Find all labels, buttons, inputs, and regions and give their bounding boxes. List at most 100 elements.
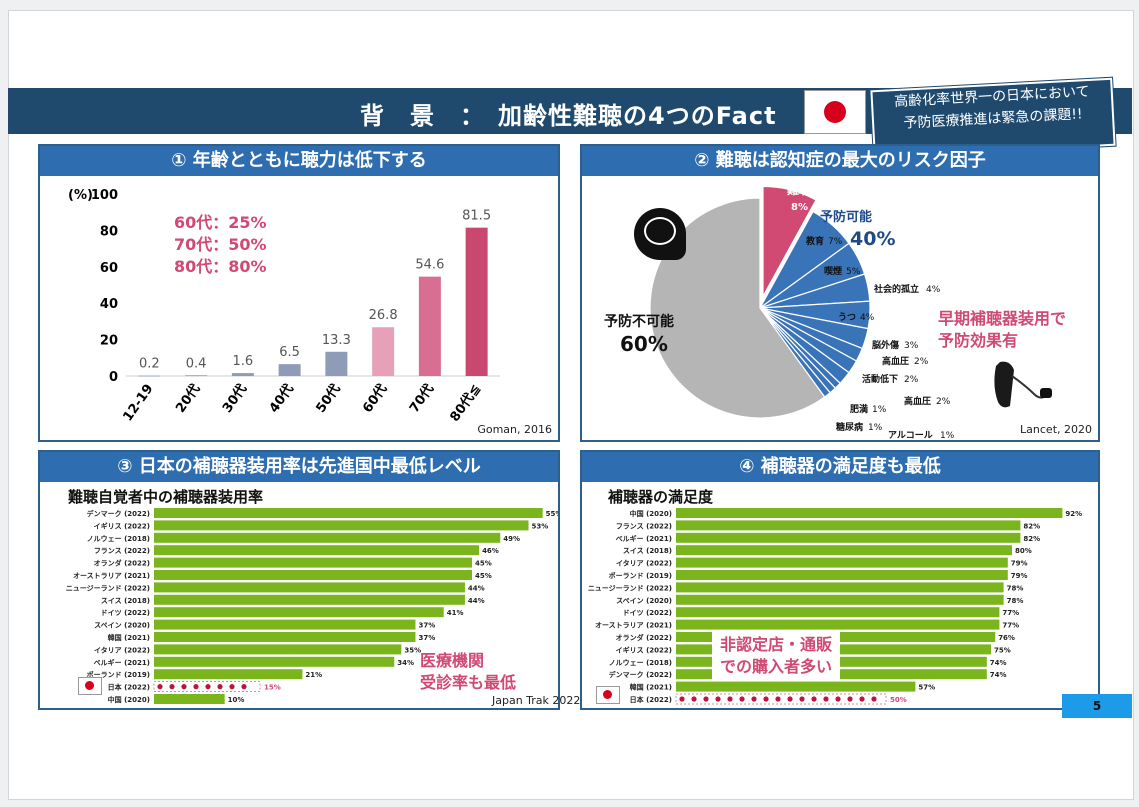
hbar-bar: [676, 619, 1000, 630]
age-bar: [278, 364, 301, 376]
hbar-bar: [676, 520, 1021, 531]
hbar-bar: [154, 508, 543, 518]
hbar-category-label: ニュージーランド (2022): [66, 584, 150, 592]
pie-slice-pct: 4%: [860, 313, 875, 323]
hbar-bar: [676, 532, 1021, 543]
y-tick-label: 60: [100, 261, 118, 276]
age-bar: [465, 227, 488, 376]
hbar-value-label: 37%: [418, 622, 435, 630]
hbar-value-label: 92%: [1065, 510, 1082, 518]
y-axis-label: (%): [68, 188, 93, 203]
pie-slice-label: 高血圧: [904, 395, 931, 407]
hbar-bar: [154, 520, 529, 531]
y-tick-label: 80: [100, 224, 118, 239]
hbar-category-label: スイス (2018): [101, 597, 150, 605]
pie-slice-label: 教育: [805, 235, 824, 247]
hbar-bar: [154, 545, 480, 556]
age-bar-chart: (%) 0 20 40 60 80 100 0.2 12-19 0.4 20代 1.6 30代 6.5 40…: [68, 188, 500, 425]
hbar-bar: [154, 594, 465, 605]
hbar-value-label: 55%: [546, 510, 558, 518]
hbar-bar: [154, 669, 303, 680]
hbar-bar: [676, 681, 916, 692]
hbar-category-label: オランダ (2022): [616, 633, 672, 642]
hbar-bar: [676, 570, 1008, 580]
highlight-dot: [703, 696, 709, 702]
panel3-heading: ③ 日本の補聴器装用率は先進国中最低レベル: [40, 452, 558, 482]
highlight-dot: [727, 696, 733, 702]
hbar-category-label: スペイン (2020): [616, 597, 672, 605]
hbar-value-label: 45%: [475, 560, 492, 568]
panel-dementia-risk: ② 難聴は認知症の最大のリスク因子 難聴 8% 教育 7% 喫煙 5% 社会的孤立 4% うつ 4…: [580, 144, 1100, 442]
hbar-value-label: 79%: [1011, 560, 1028, 568]
hbar-category-label: デンマーク (2022): [609, 670, 672, 679]
highlight-dot: [691, 696, 697, 702]
highlight-dot: [799, 696, 805, 702]
hbar-value-label: 49%: [503, 535, 520, 543]
highlight-dot: [775, 696, 781, 702]
unpreventable-pct: 60%: [620, 332, 668, 356]
hbar-value-label: 79%: [1011, 572, 1028, 580]
age-note-70: 70代：50%: [174, 235, 267, 254]
hbar-category-label: ノルウェー (2018): [87, 534, 150, 543]
y-tick-label: 100: [91, 188, 118, 203]
highlight-dot: [205, 684, 211, 690]
pie-slice-label: 高血圧: [882, 355, 909, 367]
hbar-bar: [675, 693, 887, 705]
hbar-value-label: 57%: [918, 684, 935, 692]
age-bar-value: 0.4: [186, 356, 207, 371]
highlight-dot: [823, 696, 829, 702]
japan-flag-small-icon-2: [596, 686, 620, 704]
hbar-value-label: 77%: [1002, 622, 1019, 630]
pie-slice: [762, 185, 817, 297]
y-tick-label: 20: [100, 334, 118, 349]
highlight-dot: [241, 684, 247, 690]
usage-note-line-2: 受診率も最低: [420, 673, 517, 692]
age-bar-value: 26.8: [369, 308, 398, 323]
age-note-60: 60代：25%: [174, 213, 267, 232]
hbar-category-label: イギリス (2022): [616, 645, 672, 654]
hbar-category-label: フランス (2022): [94, 547, 150, 555]
page-number: 5: [1062, 694, 1132, 718]
hbar-category-label: イギリス (2022): [94, 521, 150, 530]
highlight-dot: [787, 696, 793, 702]
hbar-value-label: 74%: [990, 659, 1007, 667]
hbar-category-label: オランダ (2022): [94, 559, 150, 568]
hbar-bar: [676, 508, 1063, 518]
hbar-category-label: 中国 (2020): [108, 695, 150, 704]
usage-notes: 医療機関 受診率も最低: [420, 650, 516, 694]
age-category-label: 80代≦: [447, 381, 484, 425]
panel-hearing-aid-usage: ③ 日本の補聴器装用率は先進国中最低レベル 難聴自覚者中の補聴器装用率 デンマー…: [38, 450, 560, 710]
hbar-category-label: スペイン (2020): [94, 622, 150, 630]
hbar-bar: [154, 632, 416, 642]
age-bar-value: 81.5: [462, 209, 491, 224]
age-category-label: 12-19: [121, 382, 157, 425]
pie-slice-pct: 3%: [904, 341, 919, 351]
age-bar: [418, 276, 441, 376]
hbar-bar: [154, 557, 472, 568]
hbar-category-label: 中国 (2020): [630, 509, 672, 518]
highlight-dot: [679, 696, 685, 702]
y-tick-label: 0: [109, 370, 118, 385]
pie-slice-label: 社会的孤立: [873, 283, 919, 295]
hearing-aid-callout: 早期補聴器装用で 予防効果有: [938, 308, 1066, 352]
hbar-category-label: ドイツ (2022): [623, 609, 672, 617]
pie-slice-pct: 1%: [940, 431, 955, 440]
hbar-category-label: オーストラリア (2021): [595, 622, 672, 630]
highlight-dot: [169, 684, 175, 690]
pie-slice-label: 糖尿病: [836, 421, 863, 433]
hbar-bar: [676, 607, 1000, 618]
hbar-category-label: ベルギー (2021): [94, 658, 150, 667]
age-note-80: 80代：80%: [174, 257, 267, 276]
highlight-dot: [871, 696, 877, 702]
hbar-bar: [676, 594, 1004, 605]
highlight-dot: [193, 684, 199, 690]
highlight-dot: [835, 696, 841, 702]
hbar-value-label: 74%: [990, 671, 1007, 679]
hbar-category-label: オーストラリア (2021): [73, 572, 150, 580]
age-bar-value: 13.3: [322, 333, 351, 348]
hbar-bar: [154, 694, 225, 704]
satisfaction-notes: 非認定店・通販 での購入者多い: [712, 632, 841, 680]
hbar-value-label: 78%: [1007, 584, 1024, 592]
pie-slice-pct: 1%: [868, 423, 883, 433]
panel3-source: Japan Trak 2022: [492, 694, 581, 707]
